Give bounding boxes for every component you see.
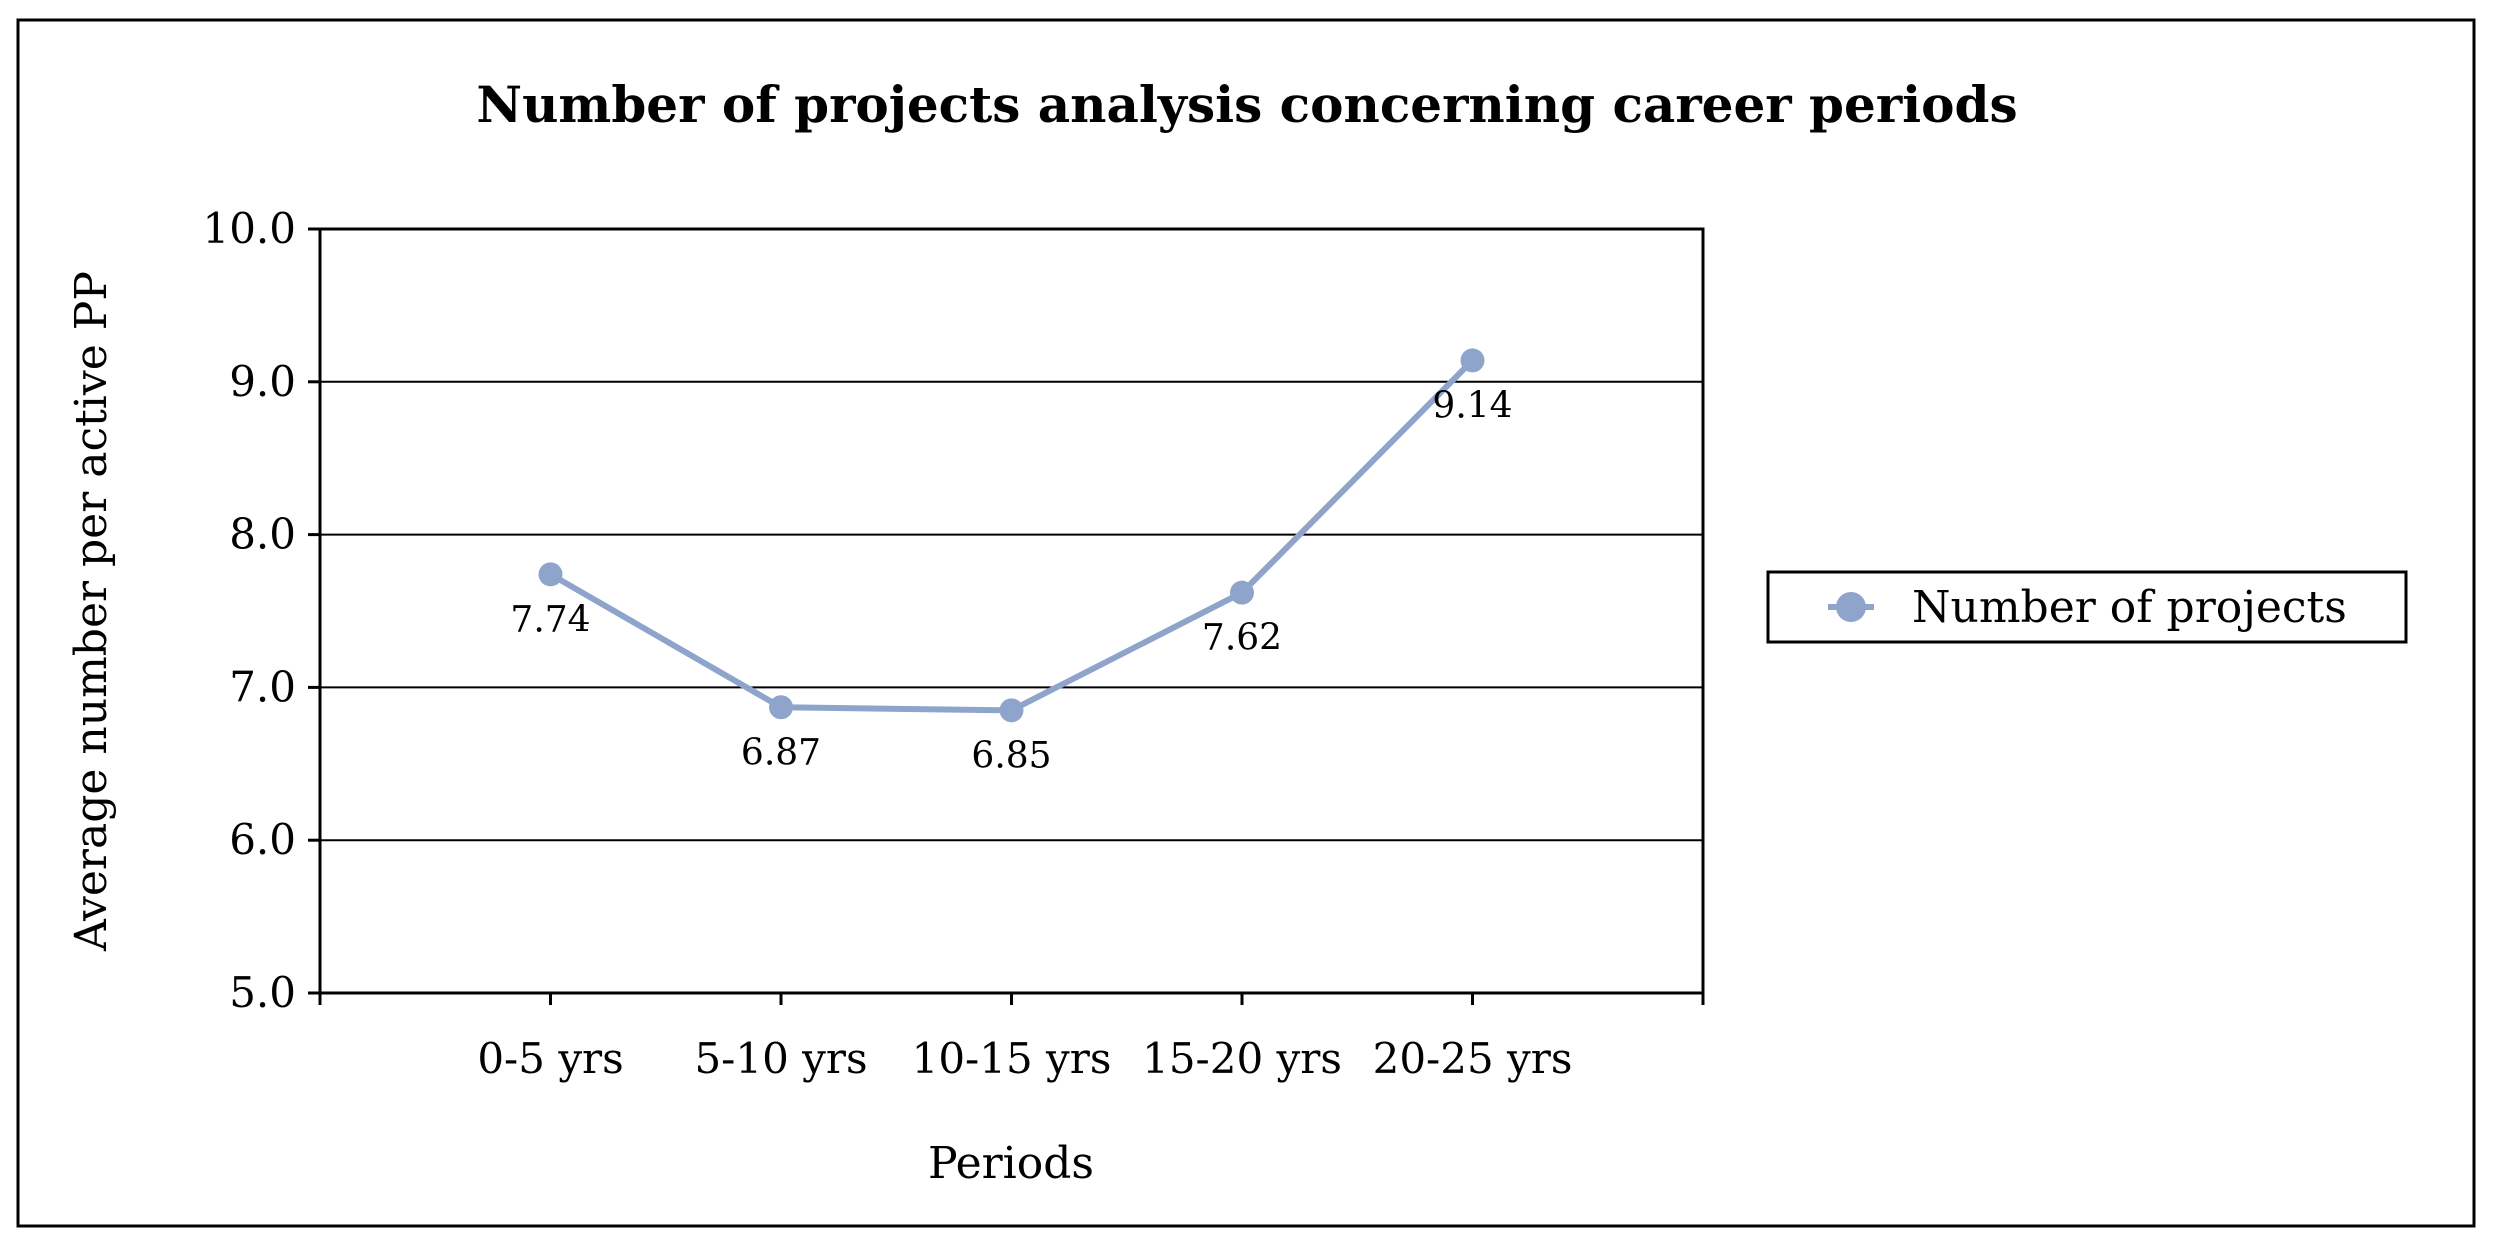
x-tick-label: 20-25 yrs bbox=[1373, 1034, 1573, 1083]
y-tick-label: 5.0 bbox=[229, 968, 296, 1017]
data-point bbox=[538, 562, 563, 587]
data-point bbox=[999, 698, 1024, 723]
y-tick-label: 10.0 bbox=[202, 204, 296, 253]
y-tick-label: 8.0 bbox=[229, 510, 296, 559]
x-axis-title: Periods bbox=[928, 1138, 1094, 1189]
data-label: 9.14 bbox=[1432, 385, 1512, 426]
legend: Number of projects bbox=[1766, 570, 2408, 644]
legend-entry-label: Number of projects bbox=[1912, 582, 2347, 633]
data-label: 7.62 bbox=[1202, 618, 1282, 659]
x-tick-label: 0-5 yrs bbox=[477, 1034, 623, 1083]
data-labels: 7.74 6.87 6.85 7.62 9.14 bbox=[510, 385, 1512, 776]
data-label: 7.74 bbox=[510, 599, 590, 640]
y-axis-title: Average number per active PP bbox=[66, 271, 117, 952]
y-axis-ticks: 5.0 6.0 7.0 8.0 9.0 10.0 bbox=[202, 204, 320, 1017]
x-tick-label: 15-20 yrs bbox=[1142, 1034, 1342, 1083]
x-axis-ticks: 0-5 yrs 5-10 yrs 10-15 yrs 15-20 yrs 20-25 y… bbox=[318, 993, 1705, 1083]
chart-title: Number of projects analysis concerning c… bbox=[476, 75, 2017, 134]
legend-box bbox=[1766, 570, 2408, 644]
y-tick-label: 7.0 bbox=[229, 662, 296, 711]
x-tick-label: 5-10 yrs bbox=[694, 1034, 867, 1083]
data-label: 6.87 bbox=[741, 732, 821, 773]
legend-series-marker bbox=[1836, 592, 1866, 622]
data-point bbox=[1460, 348, 1485, 373]
gridlines bbox=[320, 380, 1703, 842]
data-label: 6.85 bbox=[971, 735, 1051, 776]
data-point bbox=[769, 695, 793, 720]
data-point bbox=[1230, 580, 1254, 605]
y-tick-label: 6.0 bbox=[229, 815, 296, 864]
series-layer bbox=[538, 348, 1485, 723]
x-tick-label: 10-15 yrs bbox=[912, 1034, 1112, 1083]
y-tick-label: 9.0 bbox=[229, 357, 296, 406]
